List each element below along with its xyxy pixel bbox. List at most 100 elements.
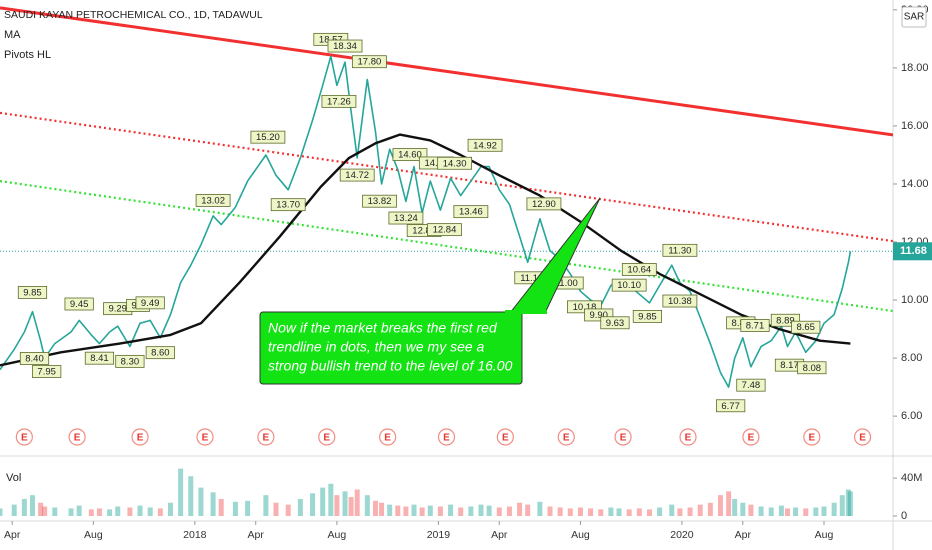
pivot-box [17,285,48,299]
series-line [0,133,851,367]
pivot-label: 17.80 [357,57,381,68]
volume-bar [115,506,121,516]
y-tick-label: 6.00 [901,410,922,422]
volume-bar [127,507,133,516]
pivot-label: 9.90 [589,310,608,321]
volume-bar [21,498,27,516]
volume-label: Vol [6,472,21,484]
pivot-label: 13.70 [276,200,300,211]
pivot-box [611,278,647,292]
pivot-box [270,198,306,212]
earnings-marker [557,428,575,446]
pivot-box [632,309,663,323]
volume-bar [419,507,425,516]
earnings-label: E [620,433,627,444]
earnings-marker [68,428,86,446]
volume-bar [598,509,604,516]
price-pane: 9.859.459.299.49.4913.0215.2018.5718.341… [0,6,893,446]
pivot-label: 9.85 [23,287,42,298]
volume-bar [427,505,433,516]
volume-bar [646,509,652,516]
volume-bar [137,505,143,516]
x-tick-label: Apr [491,529,508,541]
pivot-label: 13.82 [368,196,392,207]
indicator-label: Pivots HL [4,49,51,61]
volume-bar [198,487,204,516]
pivot-label: 15.20 [256,132,280,143]
volume-bar [188,476,194,516]
volume-bar [348,497,354,516]
volume-bar [245,500,251,516]
volume-bar [76,505,82,516]
pivot-box [662,243,698,257]
indicator-label: MA [4,29,21,41]
volume-bar [821,506,827,516]
pivot-label: 7.95 [37,367,56,378]
volume-bar [0,508,3,516]
volume-bar [616,508,622,516]
pivot-box [84,351,115,365]
volume-bar [496,507,502,516]
pivot-label: 14.60 [398,150,422,161]
earnings-marker [853,428,872,446]
volume-bar [847,491,853,516]
series-line [0,55,852,388]
pivot-label: 7.48 [742,380,761,391]
pivot-label: 8.08 [803,363,822,374]
volume-bar [310,493,316,516]
pivot-box [791,320,821,334]
volume-bar [478,504,484,516]
volume-bar [11,504,17,516]
volume-bar [157,508,163,516]
volume-bar [758,506,764,516]
last-price-box [893,242,932,261]
volume-bar [687,507,693,516]
earnings-marker [803,428,821,446]
earnings-label: E [685,433,692,444]
pivot-label: 9.85 [638,311,657,322]
pivot-box [339,168,375,182]
volume-bar [354,489,360,516]
volume-bar [167,502,173,516]
earnings-marker [496,428,514,446]
volume-bar [96,508,102,516]
volume-bar [717,495,723,516]
x-tick-label: 2018 [183,529,207,541]
volume-bar [218,498,224,516]
volume-bar [669,504,675,516]
pivot-label: 11.18 [520,273,543,284]
earnings-label: E [808,433,815,444]
x-tick-label: Apr [4,529,21,541]
earnings-marker [437,428,456,446]
volume-bar [334,495,340,516]
pivot-label: 14.31 [424,158,448,169]
pivot-box [135,296,165,310]
pivot-label: 12.84 [433,225,457,236]
pivot-label: 11.30 [668,245,691,256]
volume-bar [379,502,385,516]
earnings-label: E [74,433,81,444]
axes: 6.008.0010.0012.0014.0016.0018.0020.00Ap… [4,4,932,541]
pivot-box [437,156,473,170]
volume-bar [342,491,348,516]
volume-bar [297,498,303,516]
volume-bar [547,506,553,516]
pivot-label: 9.49 [141,298,160,309]
pivot-label: 8.65 [796,322,815,333]
pivot-box [736,378,766,392]
pivot-label: 9.45 [70,299,89,310]
pivot-box [392,148,428,161]
earnings-marker [318,428,336,446]
earnings-marker [742,428,760,446]
pivot-label: 8.41 [90,353,109,364]
pivot-box [740,319,770,332]
earnings-label: E [137,433,144,444]
pivot-box [526,197,562,211]
earnings-label: E [263,433,270,444]
volume-bar [486,505,492,516]
pivot-label: 9.63 [606,318,625,329]
pivot-box [467,138,503,152]
volume-bar [608,507,614,516]
